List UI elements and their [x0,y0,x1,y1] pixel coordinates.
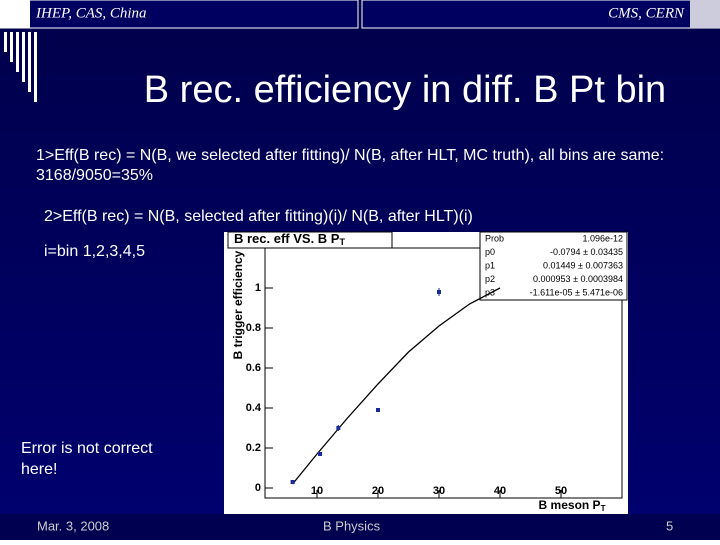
stats-key: Prob [485,233,504,243]
x-tick-label: 50 [555,485,567,497]
fit-curve [292,287,501,485]
plot-title: B rec. eff VS. B PT [234,231,345,247]
x-tick-label: 40 [494,485,506,497]
data-point [336,426,341,430]
y-tick-label: 0.4 [246,402,262,414]
y-tick-label: 0.6 [246,362,261,374]
logo [690,0,720,28]
y-axis-label: B trigger efficiency [231,250,245,359]
note: Error is not correct [21,440,153,457]
slide-title: B rec. efficiency in diff. B Pt bin [144,69,666,111]
plot-title-sub: T [339,237,345,247]
header-text: IHEP, CAS, China [35,5,147,21]
stats-value: 0.000953 ± 0.0003984 [533,274,623,284]
stats-key: p3 [485,287,495,297]
x-label-sub: T [601,504,606,513]
plot-title-box [227,231,393,249]
x-tick-label: 20 [372,485,384,497]
data-point [376,408,380,412]
bullet: 2>Eff(B rec) = N(B, selected after fitti… [44,208,473,225]
y-tick-label: 0.8 [246,322,261,334]
header-text: CMS, CERN [608,5,685,21]
footer-bar [0,514,720,540]
stats-value: -1.611e-05 ± 5.471e-06 [530,287,623,297]
x-axis-label: B meson PT [539,498,606,513]
header-right [361,0,720,29]
footer-text: B Physics [323,518,381,533]
logo [0,0,30,28]
data-point [318,452,323,456]
y-tick-label: 0.2 [246,442,261,454]
footer-text: 5 [666,518,673,533]
stats-value: 1.096e-12 [582,233,623,243]
bullet: i=bin 1,2,3,4,5 [44,243,145,260]
stats-key: p2 [485,274,495,284]
x-tick-label: 10 [311,485,323,497]
data-point [290,480,295,484]
data-point [437,290,441,294]
stats-key: p0 [485,247,495,257]
y-tick-label: 1 [255,282,261,294]
stats-box [479,231,628,301]
plot-frame [264,247,623,499]
stats-value: -0.0794 ± 0.03435 [550,247,623,257]
plot-title-main: B rec. eff VS. B P [234,231,340,246]
header-left [0,0,359,29]
bullet: 1>Eff(B rec) = N(B, we selected after fi… [36,147,665,184]
stats-value: 0.01449 ± 0.007363 [543,260,623,270]
y-tick-label: 0 [255,482,261,494]
x-tick-label: 30 [433,485,445,497]
footer-text: Mar. 3, 2008 [37,518,109,533]
bullet-box: 1>Eff(B rec) = N(B, we selected after fi… [36,147,665,184]
note: here! [21,461,57,478]
x-label-main: B meson P [539,498,601,512]
stats-key: p1 [485,260,495,270]
decor-bars [4,32,37,102]
